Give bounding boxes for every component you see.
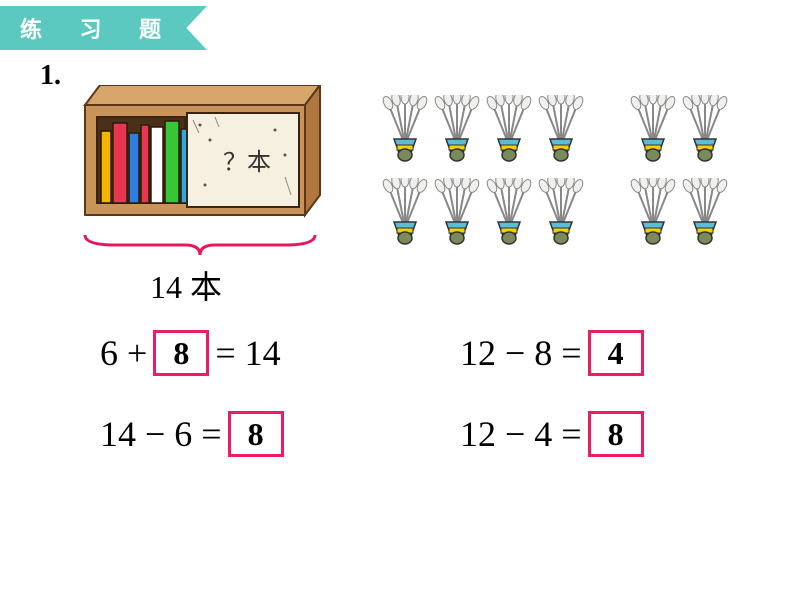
banner-text: 练 习 题 (0, 6, 207, 50)
equations-block: 6 + 8 = 14 12 − 8 = 4 14 − 6 = 8 12 − 4 … (100, 330, 740, 492)
shuttlecock-icon (536, 95, 586, 168)
shuttlecock-icon (432, 95, 482, 168)
brace-icon (75, 230, 325, 260)
shuttlecock-icon (380, 178, 430, 251)
shuttlecock-icon (380, 95, 430, 168)
answer-box: 8 (588, 411, 644, 457)
equation-1: 6 + 8 = 14 (100, 330, 460, 376)
equation-4: 12 − 4 = 8 (460, 411, 650, 457)
header-banner: 练 习 题 (0, 8, 207, 48)
eq-text: 6 + (100, 332, 147, 374)
answer-box: 4 (588, 330, 644, 376)
equation-2: 12 − 8 = 4 (460, 330, 650, 376)
question-number: 1. (40, 60, 61, 92)
answer-box: 8 (153, 330, 209, 376)
shuttlecock-icon (484, 95, 534, 168)
shuttlecock-icon (484, 178, 534, 251)
answer-box: 8 (228, 411, 284, 457)
shuttlecock-icon (680, 95, 730, 168)
brace-label: 14 本 (150, 262, 222, 308)
bookshelf-svg: ？本 (75, 85, 325, 230)
eq-text: 12 − 8 = (460, 332, 582, 374)
shuttlecock-icon (628, 95, 678, 168)
eq-text: = 14 (215, 332, 280, 374)
shuttlecock-icon (536, 178, 586, 251)
shuttlecock-icon (432, 178, 482, 251)
eq-text: 14 − 6 = (100, 413, 222, 455)
equation-3: 14 − 6 = 8 (100, 411, 460, 457)
shuttlecock-icon (680, 178, 730, 251)
eq-text: 12 − 4 = (460, 413, 582, 455)
shuttlecock-group (380, 95, 780, 261)
svg-text:？本: ？本 (223, 149, 271, 176)
bookshelf-illustration: ？本 (75, 85, 325, 230)
shuttlecock-icon (628, 178, 678, 251)
